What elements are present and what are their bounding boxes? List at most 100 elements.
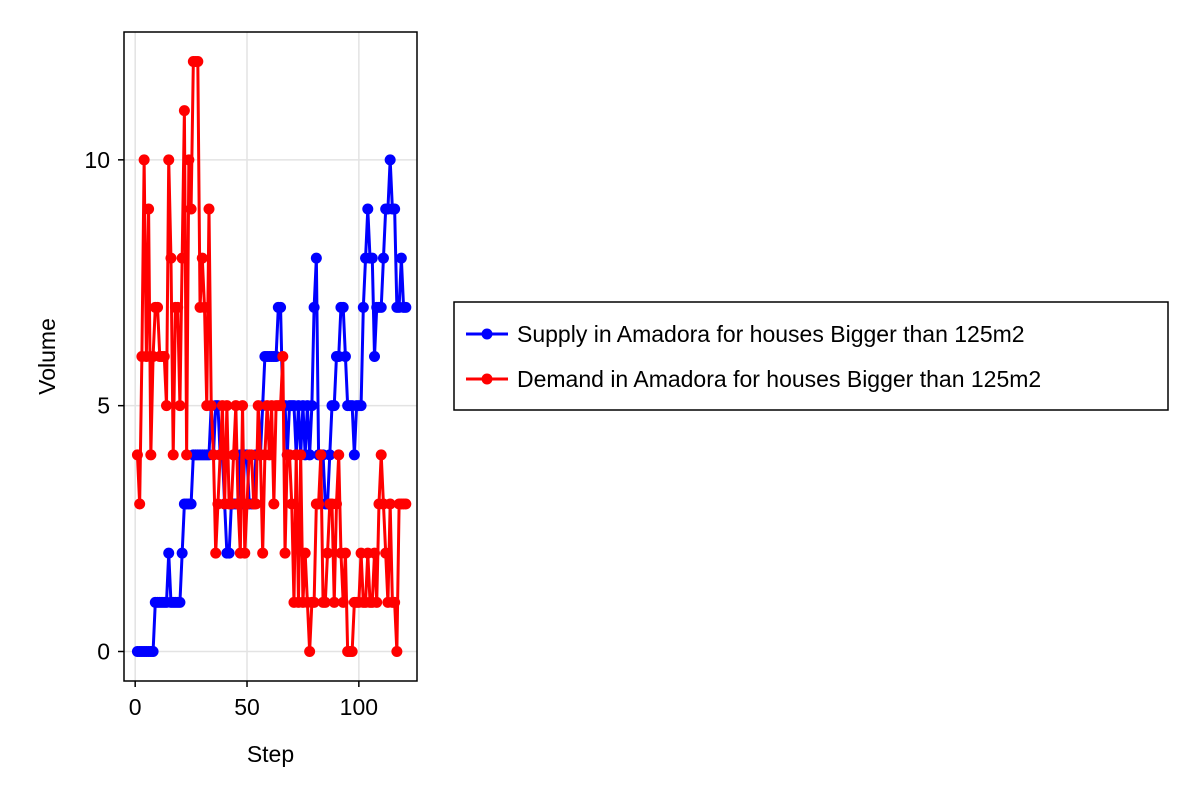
data-point <box>172 301 184 313</box>
data-point <box>210 547 222 559</box>
data-point <box>315 449 327 461</box>
data-point <box>313 498 325 510</box>
data-point <box>232 498 244 510</box>
data-point <box>165 252 177 264</box>
data-point <box>223 547 235 559</box>
data-point <box>185 203 197 215</box>
data-point <box>176 547 188 559</box>
data-point <box>174 400 186 412</box>
data-point <box>308 596 320 608</box>
data-point <box>228 449 240 461</box>
data-point <box>375 301 387 313</box>
data-point <box>395 252 407 264</box>
data-point <box>375 449 387 461</box>
data-point <box>322 547 334 559</box>
series-layer <box>131 56 412 657</box>
data-point <box>391 646 403 657</box>
y-tick-label-1: 5 <box>97 393 110 419</box>
data-point <box>304 449 316 461</box>
data-point <box>377 252 389 264</box>
legend-marker-supply-dot <box>481 328 493 340</box>
legend: Supply in Amadora for houses Bigger than… <box>453 301 1169 411</box>
data-point <box>167 449 179 461</box>
data-point <box>185 498 197 510</box>
axis-ticks: 0 50 100 0 5 10 <box>84 147 378 720</box>
data-point <box>346 646 358 657</box>
data-point <box>205 400 217 412</box>
data-point <box>348 449 360 461</box>
data-point <box>389 596 401 608</box>
data-point <box>263 449 275 461</box>
data-point <box>161 400 172 412</box>
data-point <box>299 547 311 559</box>
data-point <box>371 596 383 608</box>
data-point <box>369 351 380 362</box>
data-point <box>380 547 392 559</box>
data-point <box>384 498 396 510</box>
data-point <box>203 203 215 215</box>
data-point <box>308 301 320 313</box>
data-point <box>239 547 251 559</box>
data-point <box>245 449 257 461</box>
legend-item-demand: Demand in Amadora for houses Bigger than… <box>466 366 1041 392</box>
data-point <box>163 547 175 559</box>
data-point <box>328 400 340 412</box>
y-tick-label-0: 0 <box>97 639 110 665</box>
data-point <box>176 252 188 264</box>
y-axis-title: Volume <box>34 318 60 395</box>
data-point <box>268 498 280 510</box>
data-point <box>214 449 226 461</box>
data-point <box>192 56 204 67</box>
data-point <box>275 301 287 313</box>
data-point <box>310 252 322 264</box>
data-point <box>357 301 369 313</box>
data-point <box>178 105 190 117</box>
data-point <box>145 449 157 461</box>
data-point <box>257 547 269 559</box>
data-point <box>355 400 367 412</box>
data-point <box>181 449 193 461</box>
legend-label-supply: Supply in Amadora for houses Bigger than… <box>517 321 1025 347</box>
data-point <box>384 154 396 166</box>
plot-frame <box>123 31 418 682</box>
data-point <box>304 646 316 657</box>
data-point <box>250 498 262 510</box>
series-1 <box>131 56 412 657</box>
data-point <box>324 449 336 461</box>
data-point <box>275 400 287 412</box>
data-point <box>362 203 374 215</box>
data-point <box>174 596 186 608</box>
data-point <box>221 400 233 412</box>
data-point <box>252 400 264 412</box>
data-point <box>237 400 249 412</box>
data-point <box>339 351 351 362</box>
legend-box <box>453 301 1169 411</box>
data-point <box>333 449 345 461</box>
data-point <box>330 498 342 510</box>
data-point <box>286 498 298 510</box>
data-point <box>279 547 291 559</box>
data-point <box>328 596 340 608</box>
data-point <box>134 498 146 510</box>
data-point <box>400 498 412 510</box>
data-point <box>158 351 170 362</box>
data-point <box>152 301 164 313</box>
data-point <box>339 547 351 559</box>
data-point <box>400 301 412 313</box>
data-point <box>138 154 150 166</box>
data-point <box>389 203 401 215</box>
data-point <box>131 449 143 461</box>
data-point <box>183 154 195 166</box>
data-point <box>163 154 175 166</box>
data-point <box>143 203 155 215</box>
x-tick-label-0: 0 <box>129 694 142 720</box>
x-axis-title: Step <box>247 741 294 767</box>
data-point <box>147 646 159 657</box>
data-point <box>337 301 349 313</box>
data-point <box>306 400 318 412</box>
legend-label-demand: Demand in Amadora for houses Bigger than… <box>517 366 1041 392</box>
legend-marker-demand-dot <box>481 373 493 385</box>
data-point <box>199 301 211 313</box>
data-point <box>196 252 208 264</box>
